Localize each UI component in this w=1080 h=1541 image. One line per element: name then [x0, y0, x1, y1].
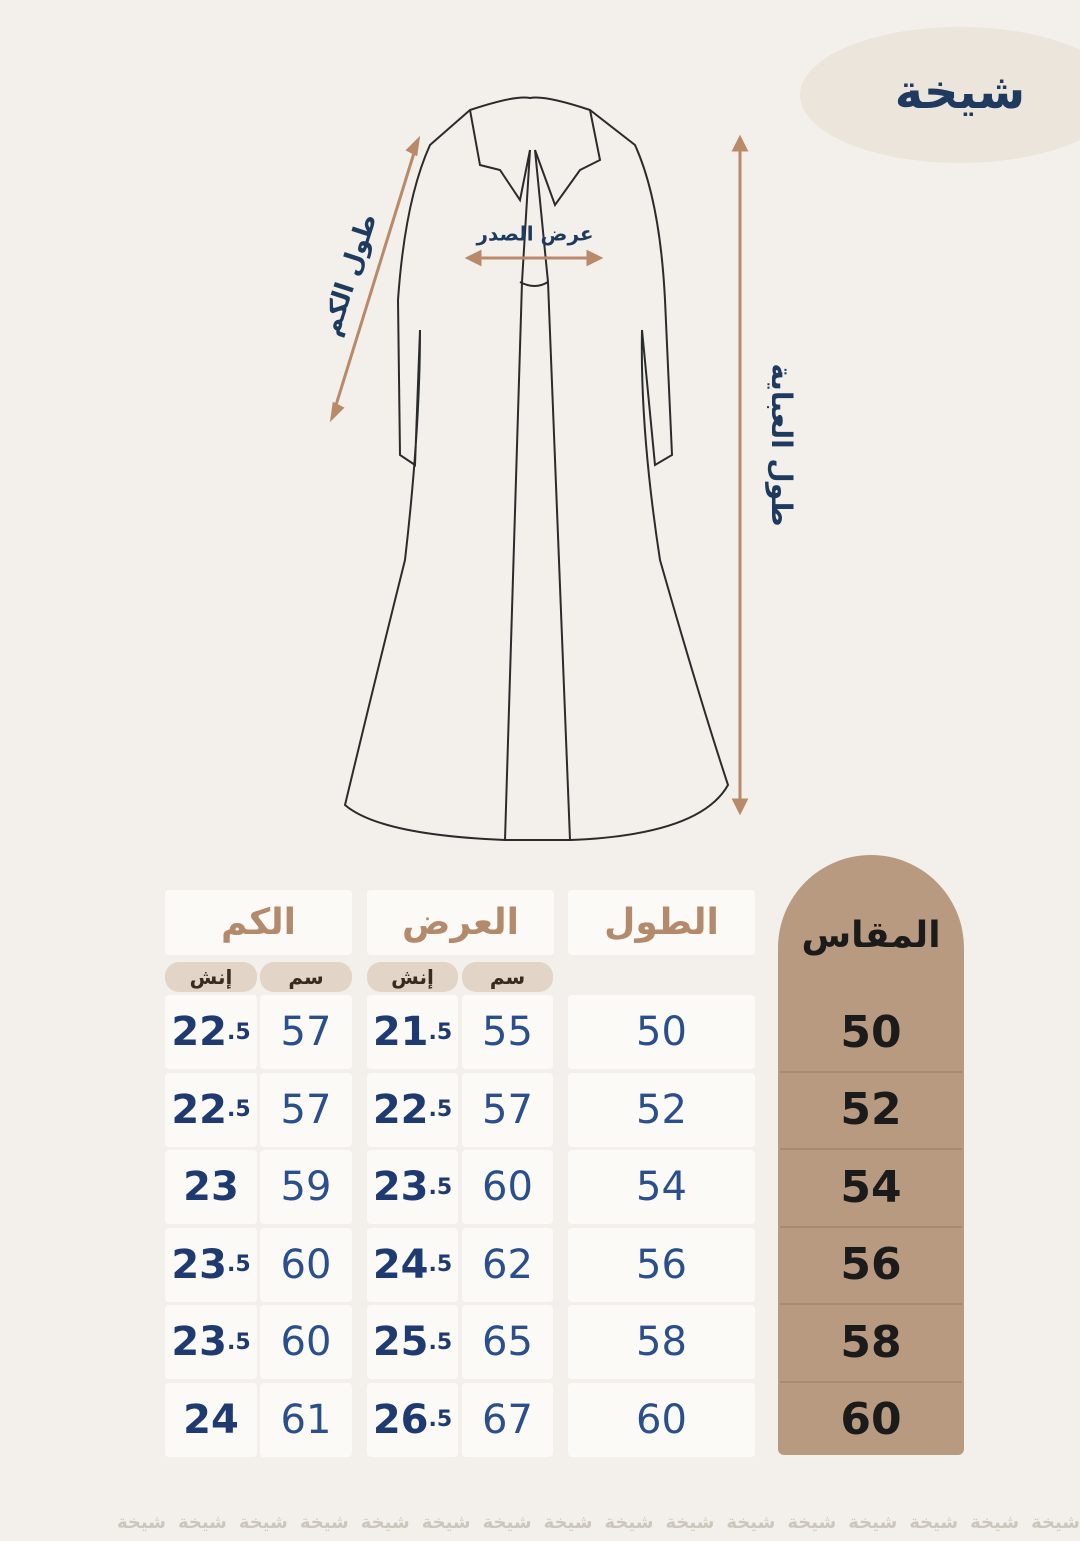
- watermark: شيخة: [970, 1512, 1020, 1533]
- watermark: شيخة: [665, 1512, 715, 1533]
- width-inch-cell: 22.5: [367, 1072, 458, 1147]
- watermark: شيخة: [299, 1512, 349, 1533]
- sleeve-cm-cell: 61: [260, 1382, 352, 1457]
- sleeve-cm-cell: 60: [260, 1227, 352, 1302]
- sleeve-cm-cell: 60: [260, 1305, 352, 1379]
- brand: شيخة: [895, 64, 1026, 120]
- width-header: العرض: [367, 890, 554, 955]
- row-divider: [780, 1303, 962, 1305]
- width-cm-cell: 57: [462, 1072, 553, 1147]
- watermark: شيخة: [360, 1512, 410, 1533]
- sleeve-cm-cell: 59: [260, 1150, 352, 1224]
- sleeve-header: الكم: [165, 890, 352, 955]
- watermark: شيخة: [604, 1512, 654, 1533]
- chest-label: عرض الصدر: [475, 222, 593, 246]
- watermark: شيخة: [177, 1512, 227, 1533]
- watermark: شيخة: [543, 1512, 593, 1533]
- size-cell: 54: [840, 1161, 902, 1213]
- row-divider: [780, 1070, 962, 1073]
- sleeve-inch-cell: 22.5: [165, 1072, 257, 1147]
- row-divider: [780, 1225, 962, 1228]
- unit-cm: سم: [260, 962, 352, 992]
- width-cm-cell: 60: [462, 1150, 553, 1224]
- width-cm-cell: 65: [462, 1305, 553, 1379]
- watermark: شيخة: [117, 1512, 166, 1533]
- watermark: شيخة: [848, 1512, 898, 1533]
- width-inch-cell: 26.5: [367, 1382, 458, 1457]
- sleeve-inch-cell: 23: [165, 1150, 257, 1224]
- watermark: شيخة: [238, 1512, 288, 1533]
- diagram: شيخة طول الكم عرض الصدر طول العباية: [316, 27, 1080, 841]
- watermark: شيخة: [787, 1512, 837, 1533]
- length-cell: 50: [568, 995, 755, 1069]
- length-cell: 52: [568, 1072, 755, 1147]
- length-cell: 56: [568, 1227, 755, 1302]
- size-header: المقاس: [801, 914, 941, 956]
- measure-arrows: [329, 134, 749, 816]
- size-cell: 52: [840, 1084, 902, 1135]
- sleeve-cm-cell: 57: [260, 1072, 352, 1147]
- sleeve-inch-cell: 23.5: [165, 1305, 257, 1379]
- unit-inch: إنش: [165, 962, 257, 992]
- unit-inch: إنش: [367, 962, 458, 992]
- sleeve-cm-cell: 57: [260, 995, 352, 1069]
- length-cell: 54: [568, 1150, 755, 1224]
- length-header: الطول: [568, 890, 755, 955]
- watermark: شيخة: [726, 1512, 776, 1533]
- size-cell: 60: [840, 1394, 902, 1445]
- sleeve-inch-cell: 23.5: [165, 1227, 257, 1302]
- sleeve-inch-cell: 24: [165, 1382, 257, 1457]
- unit-cm: سم: [462, 962, 553, 992]
- width-cm-cell: 67: [462, 1382, 553, 1457]
- watermark-strip: شيخة شيخة شيخة شيخة شيخة شيخة شيخة شيخة شيخة شيخة…: [0, 1512, 1080, 1541]
- size-cell: 58: [840, 1316, 902, 1368]
- watermark: شيخة: [909, 1512, 959, 1533]
- length-cell: 58: [568, 1305, 755, 1379]
- abaya-outline: [343, 96, 730, 841]
- length-label: طول العباية: [765, 363, 798, 526]
- width-cm-cell: 55: [462, 995, 553, 1069]
- width-inch-cell: 23.5: [367, 1150, 458, 1224]
- row-divider: [780, 1148, 962, 1150]
- width-inch-cell: 25.5: [367, 1305, 458, 1379]
- length-cell: 60: [568, 1382, 755, 1457]
- width-inch-cell: 21.5: [367, 995, 458, 1069]
- row-divider: [780, 1380, 962, 1383]
- width-cm-cell: 62: [462, 1227, 553, 1302]
- watermark: شيخة: [421, 1512, 471, 1533]
- width-inch-cell: 24.5: [367, 1227, 458, 1302]
- size-cell: 50: [840, 1006, 902, 1058]
- brand-badge: [800, 27, 1080, 163]
- watermark: شيخة: [482, 1512, 532, 1533]
- watermark: شيخة: [1031, 1512, 1080, 1533]
- size-column: [778, 855, 964, 1455]
- size-cell: 56: [840, 1239, 902, 1290]
- sleeve-inch-cell: 22.5: [165, 995, 257, 1069]
